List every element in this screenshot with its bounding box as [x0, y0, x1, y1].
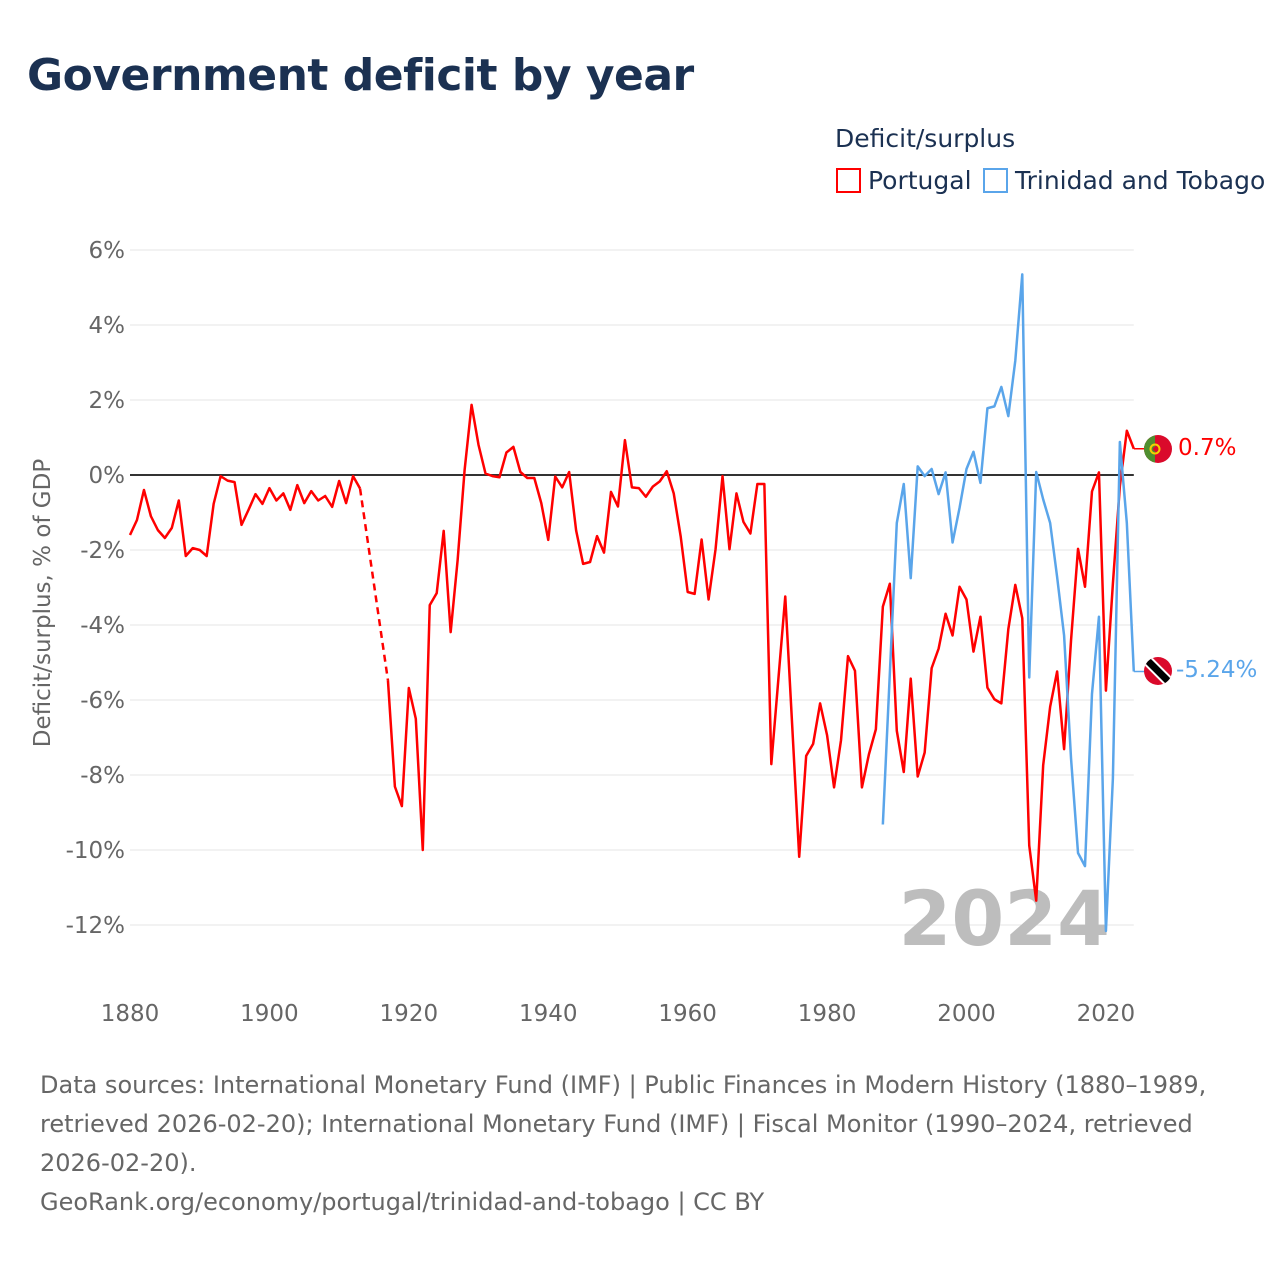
y-tick-label: 2% — [89, 388, 126, 414]
y-axis-label: Deficit/surplus, % of GDP — [30, 459, 56, 748]
year-watermark: 2024 — [898, 874, 1110, 963]
chart-title: Government deficit by year — [27, 50, 694, 101]
trinidad-flag-icon — [1144, 657, 1172, 685]
x-tick-label: 1980 — [798, 1001, 857, 1027]
y-tick-label: 4% — [89, 313, 126, 339]
plot-area: 6% 4% 2% 0% -2% -4% -6% -8% -10% -12% 1880 1900 1920… — [30, 238, 1257, 1027]
legend-label-trinidad: Trinidad and Tobago — [1015, 166, 1266, 195]
x-tick-label: 1960 — [658, 1001, 717, 1027]
y-tick-label: -8% — [80, 763, 125, 789]
x-tick-label: 1900 — [240, 1001, 299, 1027]
legend-item-portugal[interactable]: Portugal — [836, 166, 972, 195]
x-tick-label: 1880 — [101, 1001, 160, 1027]
footer: Data sources: International Monetary Fun… — [40, 1066, 1250, 1222]
series-line-segment — [386, 403, 1135, 902]
series-trinidad-and-tobago — [881, 273, 1145, 933]
data-sources: Data sources: International Monetary Fun… — [40, 1071, 1207, 1177]
legend-item-trinidad[interactable]: Trinidad and Tobago — [983, 166, 1265, 195]
end-label-portugal: 0.7% — [1178, 435, 1236, 461]
portugal-flag-icon — [1144, 435, 1172, 463]
y-tick-label: 6% — [89, 238, 126, 264]
x-tick-label: 2000 — [937, 1001, 996, 1027]
y-tick-label: -2% — [80, 538, 125, 564]
series-portugal — [128, 403, 1145, 902]
legend-label-portugal: Portugal — [868, 166, 972, 195]
legend-swatch-portugal — [836, 168, 861, 193]
legend-swatch-trinidad — [983, 168, 1008, 193]
series-gap-dashed — [358, 488, 390, 681]
series-line-segment — [128, 474, 362, 558]
credit-link[interactable]: GeoRank.org/economy/portugal/trinidad-an… — [40, 1188, 765, 1216]
x-tick-label: 1940 — [519, 1001, 578, 1027]
x-tick-label: 2020 — [1077, 1001, 1136, 1027]
y-tick-label: -6% — [80, 688, 125, 714]
y-tick-label: 0% — [89, 463, 126, 489]
y-tick-label: -4% — [80, 613, 125, 639]
series-line-segment — [881, 273, 1136, 933]
end-label-trinidad: -5.24% — [1176, 657, 1257, 683]
y-tick-label: -10% — [66, 838, 125, 864]
x-tick-label: 1920 — [380, 1001, 439, 1027]
legend-title: Deficit/surplus — [835, 124, 1016, 153]
y-tick-label: -12% — [66, 913, 125, 939]
